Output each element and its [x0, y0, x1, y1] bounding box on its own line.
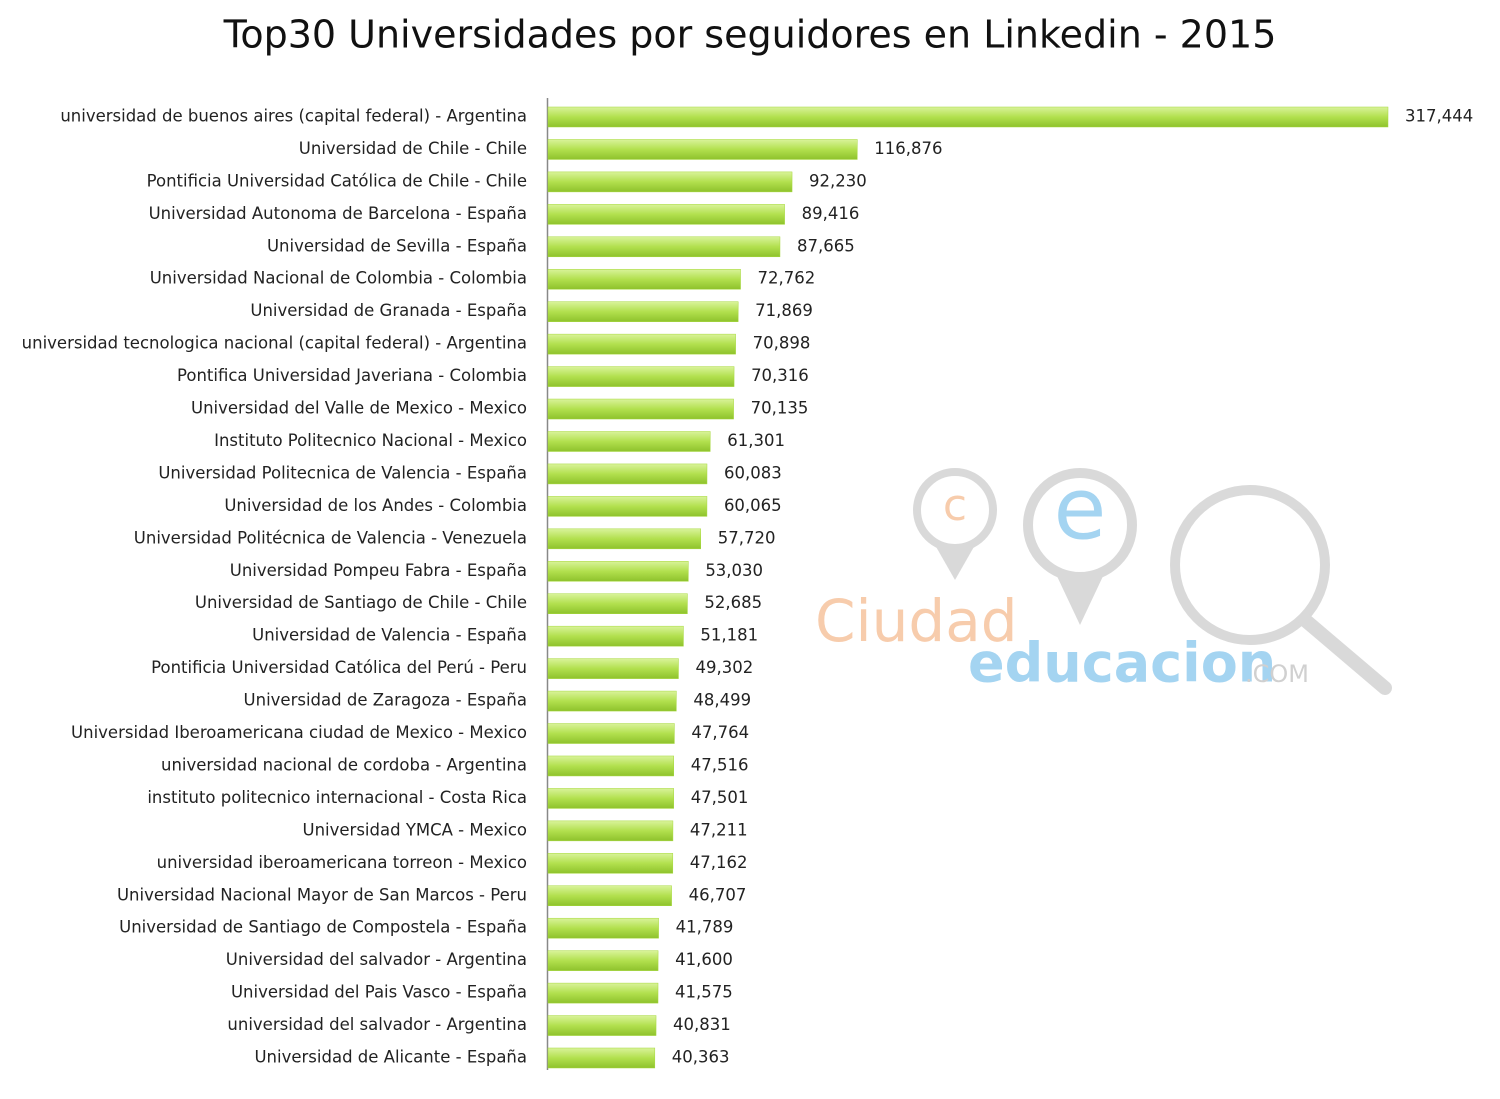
- value-label: 47,764: [691, 723, 749, 742]
- value-label: 51,181: [700, 626, 758, 645]
- category-label: universidad de buenos aires (capital fed…: [60, 107, 527, 126]
- category-label: Universidad Politecnica de Valencia - Es…: [158, 463, 527, 482]
- bar: [547, 561, 689, 582]
- bar: [547, 982, 659, 1004]
- bar: [547, 496, 708, 517]
- value-label: 57,720: [718, 528, 776, 547]
- value-label: 47,501: [691, 788, 749, 807]
- bar: [547, 593, 688, 614]
- value-label: 72,762: [758, 269, 816, 288]
- bar: [547, 1047, 656, 1069]
- bar: [547, 820, 674, 842]
- value-label: 116,876: [874, 139, 942, 158]
- bar: [547, 917, 659, 939]
- value-label: 89,416: [802, 204, 860, 223]
- watermark-educacion: educacion: [968, 632, 1276, 695]
- value-label: 52,685: [704, 593, 762, 612]
- value-label: 60,065: [724, 496, 782, 515]
- value-label: 70,135: [751, 399, 809, 418]
- bar: [547, 463, 708, 485]
- value-label: 47,516: [691, 755, 749, 774]
- bar: [547, 658, 679, 679]
- value-label: 61,301: [727, 431, 785, 450]
- value-label: 70,898: [753, 334, 811, 353]
- category-label: Universidad del Valle de Mexico - Mexico: [191, 399, 527, 418]
- value-label: 53,030: [705, 561, 763, 580]
- value-label: 317,444: [1405, 107, 1473, 126]
- value-label: 92,230: [809, 171, 867, 190]
- bar: [547, 106, 1389, 128]
- watermark-com: .COM: [1245, 660, 1309, 688]
- category-label: Universidad de Sevilla - España: [267, 236, 527, 255]
- bar: [547, 398, 734, 420]
- bar: [547, 885, 672, 907]
- bar: [547, 366, 735, 387]
- bar: [547, 788, 674, 809]
- category-label: instituto politecnico internacional - Co…: [147, 788, 527, 807]
- category-label: Universidad de Santiago de Compostela - …: [119, 918, 527, 937]
- category-label: Universidad Nacional de Colombia - Colom…: [150, 269, 527, 288]
- bar: [547, 333, 736, 355]
- value-label: 41,600: [675, 950, 733, 969]
- watermark: c e Ciudad educacion .COM: [815, 459, 1392, 695]
- category-label: Pontificia Universidad Católica de Chile…: [147, 171, 527, 190]
- category-label: universidad iberoamericana torreon - Mex…: [157, 853, 527, 872]
- value-label: 47,162: [690, 853, 748, 872]
- category-label: Universidad de Valencia - España: [252, 626, 527, 645]
- bar: [547, 950, 659, 971]
- bar: [547, 204, 785, 225]
- category-label: Universidad de Santiago de Chile - Chile: [195, 593, 527, 612]
- category-label: Universidad Nacional Mayor de San Marcos…: [117, 885, 527, 904]
- category-label: Universidad de Zaragoza - España: [244, 691, 527, 710]
- bar: [547, 625, 684, 647]
- category-label: Universidad del Pais Vasco - España: [231, 983, 527, 1002]
- bar: [547, 301, 739, 322]
- value-label: 87,665: [797, 236, 855, 255]
- category-label: Universidad de Alicante - España: [254, 1048, 527, 1067]
- category-label: Universidad Politécnica de Valencia - Ve…: [134, 528, 527, 547]
- category-label: universidad nacional de cordoba - Argent…: [161, 755, 527, 774]
- chart-title: Top30 Universidades por seguidores en Li…: [223, 13, 1277, 57]
- value-label: 48,499: [693, 691, 751, 710]
- bar: [547, 690, 677, 712]
- bar: [547, 236, 781, 258]
- bar: [547, 139, 858, 160]
- value-label: 70,316: [751, 366, 809, 385]
- category-label: Pontificia Universidad Católica del Perú…: [151, 658, 527, 677]
- value-label: 71,869: [755, 301, 813, 320]
- value-label: 41,789: [676, 918, 734, 937]
- bar: [547, 431, 711, 452]
- value-label: 60,083: [724, 463, 782, 482]
- bar: [547, 755, 674, 777]
- category-label: Universidad Pompeu Fabra - España: [230, 561, 527, 580]
- category-label: Universidad Autonoma de Barcelona - Espa…: [149, 204, 527, 223]
- category-label: Universidad YMCA - Mexico: [303, 820, 527, 839]
- bar: [547, 528, 701, 550]
- value-label: 46,707: [689, 885, 747, 904]
- watermark-e: e: [1054, 459, 1107, 559]
- category-label: Pontifica Universidad Javeriana - Colomb…: [177, 366, 527, 385]
- bar: [547, 1015, 657, 1036]
- category-label: Universidad de los Andes - Colombia: [224, 496, 527, 515]
- value-label: 40,363: [672, 1048, 730, 1067]
- category-label: universidad tecnologica nacional (capita…: [22, 334, 527, 353]
- category-label: universidad del salvador - Argentina: [227, 1015, 527, 1034]
- bar: [547, 171, 793, 193]
- watermark-ciudad: Ciudad: [815, 587, 1018, 655]
- value-label: 41,575: [675, 983, 733, 1002]
- category-label: Instituto Politecnico Nacional - Mexico: [214, 431, 527, 450]
- value-label: 47,211: [690, 820, 748, 839]
- value-label: 40,831: [673, 1015, 731, 1034]
- category-label: Universidad de Chile - Chile: [299, 139, 527, 158]
- category-label: Universidad Iberoamericana ciudad de Mex…: [71, 723, 527, 742]
- bar: [547, 723, 675, 744]
- category-label: Universidad de Granada - España: [250, 301, 527, 320]
- watermark-c: c: [943, 480, 967, 531]
- value-label: 49,302: [695, 658, 753, 677]
- bar: [547, 853, 674, 874]
- category-label: Universidad del salvador - Argentina: [226, 950, 527, 969]
- bar: [547, 268, 741, 290]
